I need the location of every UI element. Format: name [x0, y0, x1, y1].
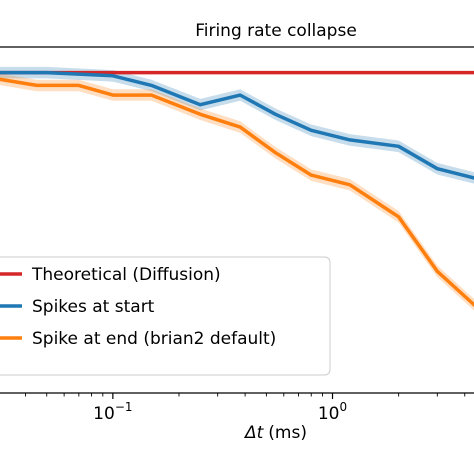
x-axis-label: Δt (ms) [243, 423, 307, 443]
series-line-1 [0, 70, 474, 180]
legend-label-0: Theoretical (Diffusion) [31, 265, 221, 285]
x-tick-label: 10−1 [93, 400, 132, 424]
x-axis-variable: Δt [243, 423, 265, 443]
legend-box [0, 256, 331, 376]
legend-label-1: Spikes at start [32, 297, 155, 317]
axis-frame [0, 46, 474, 394]
plot-area [0, 66, 474, 311]
series-line-2 [0, 77, 474, 308]
legend-label-2: Spike at end (brian2 default) [32, 329, 276, 349]
x-tick-label: 100 [318, 400, 347, 424]
legend: Theoretical (Diffusion) Spikes at start Sp… [0, 256, 331, 376]
chart-title: Firing rate collapse [195, 21, 357, 41]
series-band-2 [0, 73, 474, 311]
x-axis-ticks: 10−1 100 [24, 393, 466, 424]
series-band-1 [0, 66, 474, 184]
x-axis-unit: (ms) [268, 423, 307, 443]
